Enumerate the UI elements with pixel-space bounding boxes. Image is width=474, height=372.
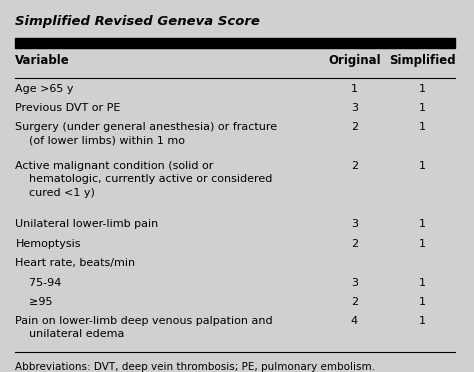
Text: 75-94: 75-94 [16,278,62,288]
Text: 1: 1 [419,219,426,229]
Text: 2: 2 [351,161,358,171]
Text: Age >65 y: Age >65 y [16,84,74,93]
Text: 2: 2 [351,122,358,132]
Text: Variable: Variable [16,54,70,67]
Text: Active malignant condition (solid or
    hematologic, currently active or consid: Active malignant condition (solid or hem… [16,161,273,198]
Bar [16,38,455,48]
Text: 1: 1 [419,103,426,113]
Text: Previous DVT or PE: Previous DVT or PE [16,103,121,113]
Text: ≥95: ≥95 [16,297,53,307]
Text: Original: Original [328,54,381,67]
Text: Simplified: Simplified [389,54,456,67]
Text: 3: 3 [351,219,358,229]
Text: Heart rate, beats/min: Heart rate, beats/min [16,258,136,268]
Text: 1: 1 [419,278,426,288]
Text: Abbreviations: DVT, deep vein thrombosis; PE, pulmonary embolism.: Abbreviations: DVT, deep vein thrombosis… [16,362,375,372]
Text: 3: 3 [351,103,358,113]
Text: Unilateral lower-limb pain: Unilateral lower-limb pain [16,219,159,229]
Text: 1: 1 [419,84,426,93]
Text: 1: 1 [419,297,426,307]
Text: 1: 1 [419,122,426,132]
Text: Pain on lower-limb deep venous palpation and
    unilateral edema: Pain on lower-limb deep venous palpation… [16,316,273,340]
Text: 4: 4 [351,316,358,326]
Text: 2: 2 [351,239,358,249]
Text: 1: 1 [419,239,426,249]
Text: Simplified Revised Geneva Score: Simplified Revised Geneva Score [16,16,260,29]
Text: Surgery (under general anesthesia) or fracture
    (of lower limbs) within 1 mo: Surgery (under general anesthesia) or fr… [16,122,278,145]
Text: Hemoptysis: Hemoptysis [16,239,81,249]
Text: 1: 1 [351,84,358,93]
Text: 1: 1 [419,316,426,326]
Text: 2: 2 [351,297,358,307]
Text: 3: 3 [351,278,358,288]
Text: 1: 1 [419,161,426,171]
